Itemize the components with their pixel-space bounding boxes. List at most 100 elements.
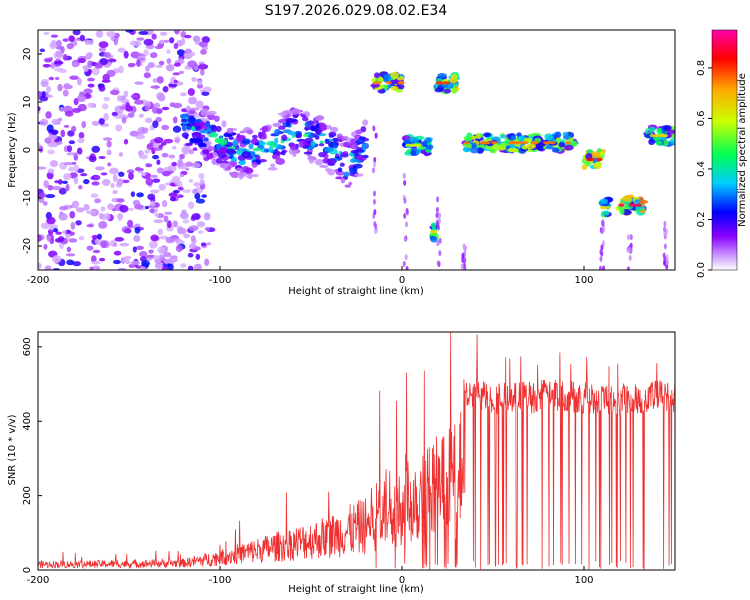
spectrogram-feature-4 bbox=[437, 73, 447, 78]
snr-series-line bbox=[38, 332, 675, 570]
spectrogram-feature-1 bbox=[278, 119, 287, 124]
spectrogram-feature-0 bbox=[188, 178, 194, 183]
spectrogram-streak-0 bbox=[373, 157, 377, 164]
spectrogram-feature-6 bbox=[491, 141, 498, 145]
spectrogram-feature-0 bbox=[160, 142, 167, 146]
spectrogram-feature-0 bbox=[172, 116, 178, 124]
spectrogram-feature-0 bbox=[206, 242, 211, 246]
spectrogram-feature-0 bbox=[52, 228, 59, 233]
spectrogram-feature-0 bbox=[173, 62, 181, 67]
spectrogram-feature-1 bbox=[228, 171, 234, 176]
spectrogram-feature-1 bbox=[333, 144, 338, 149]
spectrogram-feature-6 bbox=[499, 133, 507, 139]
snr-y-tick-label-2: 400 bbox=[22, 412, 33, 431]
spectrogram-feature-0 bbox=[44, 265, 52, 270]
spectrogram-feature-0 bbox=[38, 262, 42, 270]
spectrogram-feature-0 bbox=[48, 76, 55, 81]
spectrogram-feature-0 bbox=[98, 41, 109, 48]
spectrogram-feature-0 bbox=[200, 68, 205, 76]
spectrogram-feature-1 bbox=[284, 109, 294, 114]
spectrogram-feature-0 bbox=[66, 145, 73, 153]
spectrogram-feature-0 bbox=[98, 155, 106, 159]
spectrogram-feature-1 bbox=[345, 142, 353, 148]
spectrogram-feature-0 bbox=[144, 117, 153, 124]
spectrogram-feature-7 bbox=[596, 158, 603, 162]
spectrogram-feature-0 bbox=[183, 233, 191, 239]
spectrogram-feature-0 bbox=[177, 227, 187, 235]
spectrogram-feature-0 bbox=[197, 230, 204, 234]
snr-marks bbox=[38, 332, 675, 570]
spectrogram-feature-0 bbox=[138, 57, 145, 61]
spectrogram-feature-0 bbox=[138, 113, 144, 118]
spectrogram-feature-1 bbox=[358, 136, 366, 140]
spectrogram-feature-0 bbox=[102, 137, 113, 141]
spectrogram-feature-5 bbox=[430, 222, 437, 229]
spectrogram-feature-0 bbox=[90, 193, 99, 198]
spectrogram-feature-1 bbox=[324, 146, 334, 153]
spectrogram-feature-1 bbox=[310, 125, 317, 132]
spectrogram-feature-0 bbox=[117, 213, 124, 220]
spectrogram-feature-0 bbox=[201, 36, 211, 44]
spectrogram-feature-0 bbox=[203, 212, 211, 221]
spectrogram-feature-0 bbox=[65, 183, 70, 192]
spectrogram-feature-0 bbox=[54, 76, 60, 81]
spectrogram-feature-1 bbox=[248, 143, 254, 150]
spectrogram-feature-8 bbox=[599, 206, 606, 210]
spectrogram-feature-1 bbox=[264, 148, 270, 153]
spectrogram-feature-0 bbox=[145, 65, 150, 72]
spectrogram-feature-0 bbox=[127, 63, 136, 68]
spectrogram-streak-4 bbox=[599, 255, 603, 262]
spectrogram-feature-0 bbox=[113, 250, 122, 256]
spectrogram-streak-0 bbox=[372, 167, 376, 174]
spectrogram-feature-0 bbox=[117, 47, 126, 53]
spectrogram-feature-0 bbox=[150, 174, 158, 178]
spectrogram-feature-0 bbox=[134, 81, 144, 85]
spectrogram-feature-8 bbox=[604, 206, 611, 210]
spectrogram-feature-0 bbox=[121, 179, 130, 184]
spectrogram-feature-1 bbox=[203, 137, 209, 142]
spectrogram-feature-0 bbox=[69, 75, 79, 80]
spectrogram-feature-6 bbox=[489, 148, 495, 153]
spectrogram-feature-1 bbox=[330, 126, 339, 133]
spectrogram-feature-0 bbox=[133, 234, 141, 242]
spectrogram-feature-1 bbox=[223, 164, 229, 168]
spectrogram-feature-1 bbox=[354, 173, 364, 177]
spectrogram-feature-1 bbox=[275, 157, 286, 165]
colorbar-ticks: 0.0 0.2 0.4 0.6 0.8 bbox=[696, 60, 712, 278]
spectrogram-feature-0 bbox=[157, 228, 164, 236]
spectrogram-streak-4 bbox=[600, 244, 604, 251]
spectrogram-feature-0 bbox=[163, 215, 169, 223]
spectrogram-feature-0 bbox=[162, 85, 169, 93]
spectrogram-streak-2 bbox=[436, 239, 440, 246]
spectrogram-feature-0 bbox=[176, 49, 186, 56]
spectrogram-feature-0 bbox=[87, 60, 93, 69]
spectrogram-feature-0 bbox=[161, 152, 169, 158]
spectrogram-feature-1 bbox=[349, 167, 357, 175]
spectrogram-feature-1 bbox=[258, 135, 267, 140]
spectrogram-feature-2 bbox=[398, 81, 405, 85]
spectrogram-feature-0 bbox=[139, 250, 148, 258]
spectrogram-feature-6 bbox=[484, 141, 491, 145]
spectrogram-feature-0 bbox=[49, 160, 59, 168]
spectrogram-streak-1 bbox=[402, 172, 406, 179]
spectrogram-feature-9 bbox=[621, 195, 632, 202]
spectrogram-feature-0 bbox=[159, 31, 168, 36]
spectrogram-feature-2 bbox=[385, 81, 392, 85]
spectrogram-feature-0 bbox=[151, 33, 157, 40]
snr-y-ticks: 0 200 400 600 bbox=[22, 337, 42, 573]
spectrogram-feature-0 bbox=[65, 253, 76, 257]
spectrogram-feature-0 bbox=[121, 117, 127, 124]
snr-x-tick-label-1: -100 bbox=[209, 575, 232, 586]
spectrogram-feature-1 bbox=[272, 122, 282, 128]
spectrogram-feature-0 bbox=[184, 48, 192, 54]
spectrogram-feature-4 bbox=[443, 88, 452, 94]
spectrogram-feature-1 bbox=[251, 134, 258, 139]
spectrogram-feature-0 bbox=[39, 48, 46, 53]
spectrogram-feature-0 bbox=[168, 257, 178, 263]
spectrogram-feature-1 bbox=[318, 151, 327, 158]
spectrogram-feature-1 bbox=[189, 137, 195, 145]
spectrogram-feature-0 bbox=[163, 166, 173, 172]
spectrogram-feature-1 bbox=[304, 121, 311, 128]
spectrogram-feature-1 bbox=[318, 143, 325, 147]
spectrogram-streak-6 bbox=[663, 226, 667, 233]
